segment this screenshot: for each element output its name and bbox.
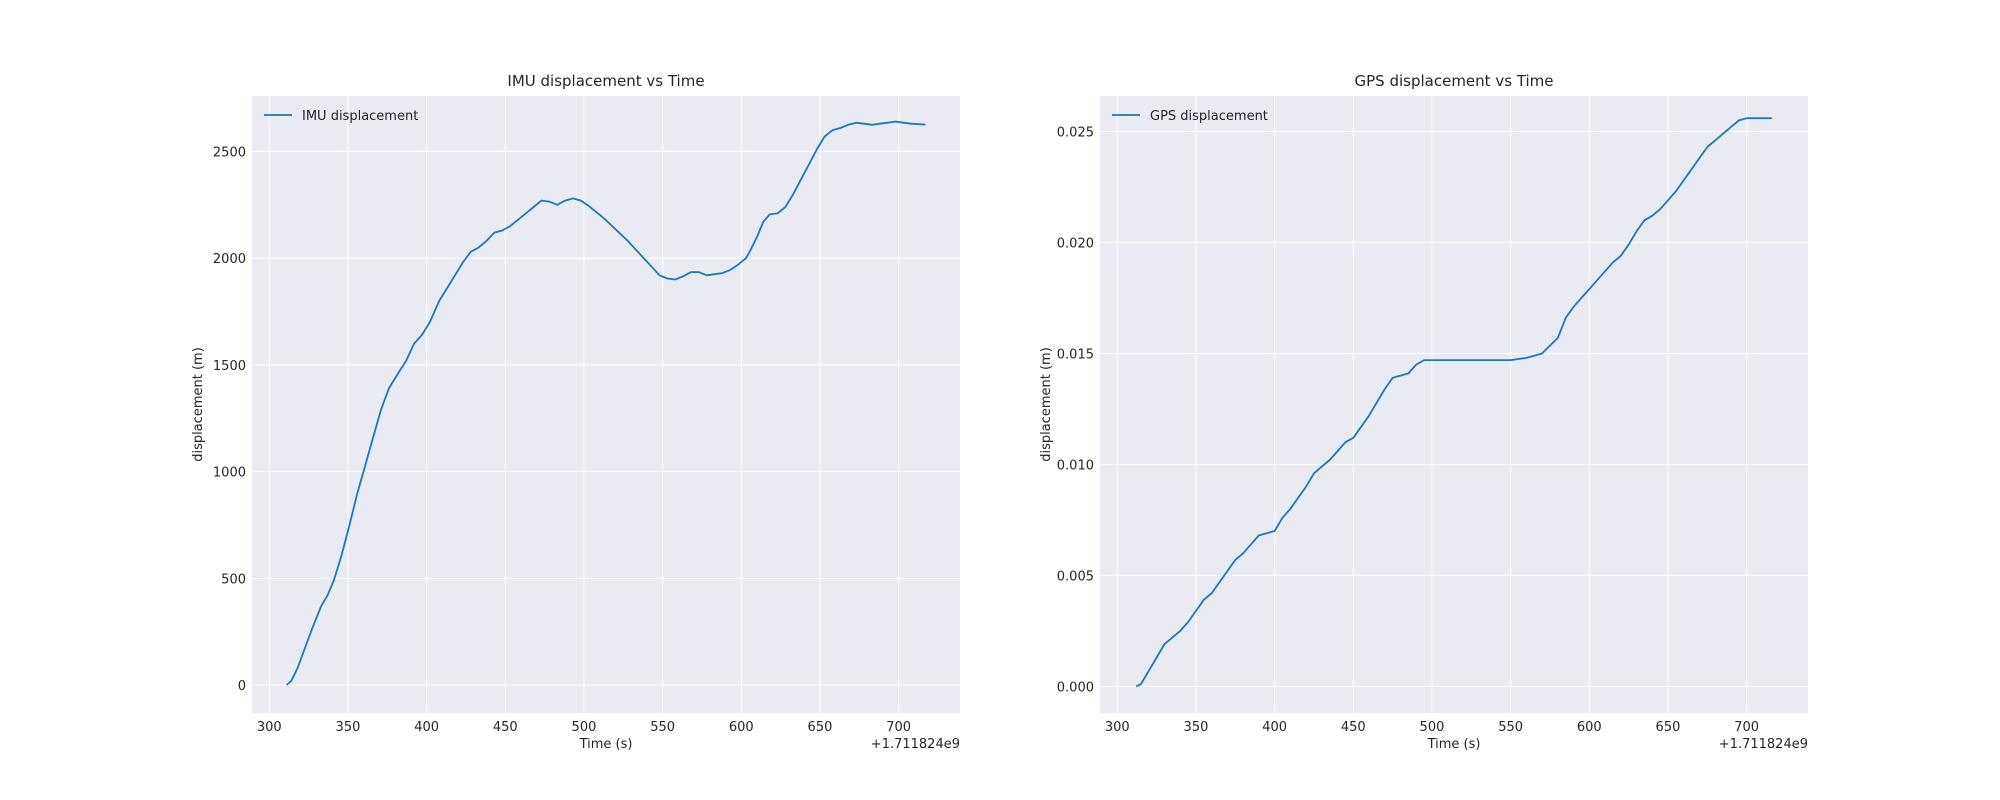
x-offset-label: +1.711824e9 — [871, 737, 960, 752]
plot-area — [1100, 96, 1808, 713]
x-axis-label: Time (s) — [1427, 737, 1481, 752]
x-tick-label: 600 — [729, 720, 754, 735]
x-tick-label: 350 — [1184, 720, 1209, 735]
series-line — [286, 120, 926, 686]
chart-2: 300 350 400 450 500 550 600 650 700 0.000 0.005 0.0… — [1039, 72, 1808, 752]
y-tick-label: 2000 — [213, 252, 246, 267]
y-tick-label: 0.020 — [1057, 236, 1094, 251]
x-tick-label: 500 — [572, 720, 597, 735]
y-tick-label: 0.005 — [1057, 569, 1094, 584]
legend-label: GPS displacement — [1150, 109, 1268, 124]
y-tick-label: 1000 — [213, 466, 246, 481]
x-tick-label: 400 — [414, 720, 439, 735]
y-tick-label: 0.000 — [1057, 680, 1094, 695]
x-axis-label: Time (s) — [579, 737, 633, 752]
x-tick-label: 700 — [1734, 720, 1759, 735]
chart-title: GPS displacement vs Time — [1355, 72, 1554, 90]
plot-area — [252, 96, 960, 713]
x-tick-label: 550 — [1498, 720, 1523, 735]
y-tick-label: 0.025 — [1057, 126, 1094, 141]
x-offset-label: +1.711824e9 — [1719, 737, 1808, 752]
series-line — [1135, 117, 1772, 688]
x-tick-label: 400 — [1262, 720, 1287, 735]
x-tick-label: 700 — [886, 720, 911, 735]
x-tick-label: 650 — [1656, 720, 1681, 735]
chart-1: 300 350 400 450 500 550 600 650 700 0 500 1000 1500 2… — [191, 72, 960, 752]
y-tick-label: 1500 — [213, 359, 246, 374]
x-tick-label: 300 — [1105, 720, 1130, 735]
x-tick-label: 550 — [650, 720, 675, 735]
y-tick-label: 0.010 — [1057, 458, 1094, 473]
x-tick-label: 300 — [257, 720, 282, 735]
y-tick-label: 0 — [238, 679, 246, 694]
x-tick-label: 450 — [1341, 720, 1366, 735]
y-tick-label: 2500 — [213, 145, 246, 160]
x-tick-label: 500 — [1420, 720, 1445, 735]
x-tick-label: 350 — [336, 720, 361, 735]
chart-title: IMU displacement vs Time — [507, 72, 704, 90]
legend-label: IMU displacement — [302, 109, 418, 124]
x-tick-label: 650 — [808, 720, 833, 735]
legend: GPS displacement — [1112, 109, 1268, 124]
y-tick-label: 0.015 — [1057, 347, 1094, 362]
x-tick-label: 450 — [493, 720, 518, 735]
y-axis-label: displacement (m) — [191, 347, 206, 462]
y-axis-label: displacement (m) — [1039, 347, 1054, 462]
y-tick-label: 500 — [221, 572, 246, 587]
legend: IMU displacement — [264, 109, 418, 124]
x-tick-label: 600 — [1577, 720, 1602, 735]
